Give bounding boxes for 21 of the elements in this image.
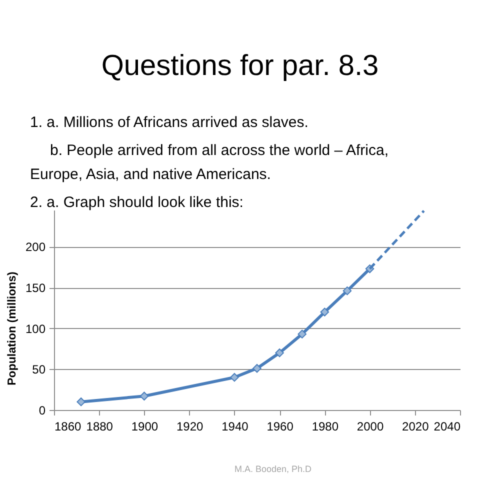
x-tick-label: 1920 (176, 420, 204, 434)
x-tick-label: 1940 (222, 420, 249, 434)
y-tick-label: 0 (38, 404, 46, 418)
x-tick-label: 2020 (402, 420, 430, 434)
x-tick-label: 1900 (131, 420, 158, 434)
annotation: 2. a. Graph should look like this: (30, 194, 244, 211)
x-tick-label: 2040 (434, 420, 461, 434)
y-tick-label: 200 (25, 240, 46, 254)
x-tick-label: 2000 (356, 420, 384, 434)
y-tick-label: 100 (25, 322, 46, 336)
y-tick-label: 50 (32, 362, 46, 377)
y-axis-title: Population (millions) (6, 271, 18, 386)
text: M.A. Booden, Ph.D (234, 464, 312, 474)
x-tick-label: 1860 (54, 420, 82, 434)
y-tick-label: 150 (25, 281, 46, 296)
x-tick-label: 1980 (312, 420, 339, 434)
text: 1. a. Millions of Africans arrived as slaves. (30, 114, 308, 131)
x-tick-label: 1880 (86, 420, 114, 434)
text: b. People arrived from all across the world – Africa, Europe, Asia, and native Americans. (30, 142, 388, 183)
chart-title: Questions for par. 8.3 (101, 50, 379, 82)
x-tick-label: 1960 (266, 420, 294, 434)
